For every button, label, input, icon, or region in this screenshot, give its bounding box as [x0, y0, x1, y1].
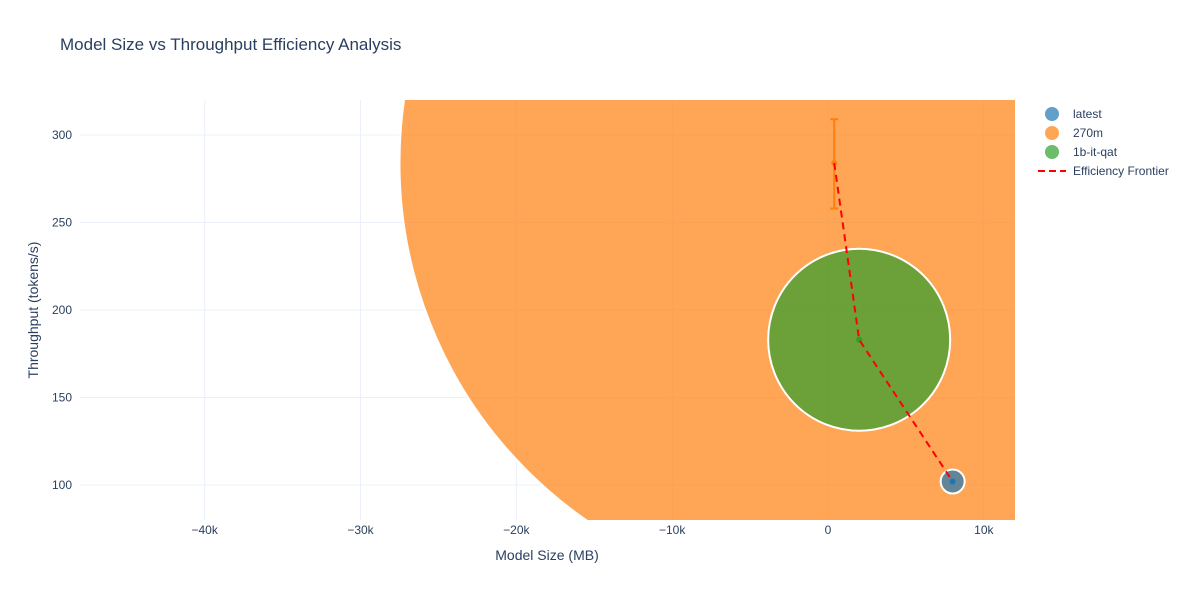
- legend-label: Efficiency Frontier: [1073, 164, 1169, 178]
- legend-marker: [1045, 126, 1059, 140]
- y-axis-title: Throughput (tokens/s): [25, 242, 41, 379]
- y-tick-label: 300: [52, 128, 72, 142]
- legend-item-latest[interactable]: latest: [1045, 107, 1102, 121]
- x-tick-label: 10k: [974, 523, 994, 537]
- x-tick-label: −10k: [659, 523, 686, 537]
- legend-marker: [1045, 145, 1059, 159]
- legend-item-270m[interactable]: 270m: [1045, 126, 1103, 140]
- y-tick-label: 200: [52, 303, 72, 317]
- y-tick-label: 150: [52, 391, 72, 405]
- x-tick-label: −30k: [347, 523, 374, 537]
- y-tick-label: 250: [52, 216, 72, 230]
- plot-area: [398, 100, 1015, 520]
- legend-marker: [1045, 107, 1059, 121]
- x-tick-label: −40k: [191, 523, 218, 537]
- frontier-line: [833, 162, 954, 483]
- chart-title: Model Size vs Throughput Efficiency Anal…: [60, 35, 401, 54]
- x-tick-label: −20k: [503, 523, 530, 537]
- legend-label: latest: [1073, 107, 1102, 121]
- y-tick-label: 100: [52, 478, 72, 492]
- legend-item-efficiency-frontier[interactable]: Efficiency Frontier: [1038, 164, 1169, 178]
- x-axis-title: Model Size (MB): [495, 547, 598, 563]
- legend-label: 270m: [1073, 126, 1103, 140]
- legend-label: 1b-it-qat: [1073, 145, 1118, 159]
- legend[interactable]: latest 270m 1b-it-qat Efficiency Frontier: [1038, 107, 1169, 178]
- axis-ticks: −40k −30k −20k −10k 0 10k 100 150 200 250 300: [52, 128, 995, 537]
- x-tick-label: 0: [825, 523, 832, 537]
- legend-item-1b-it-qat[interactable]: 1b-it-qat: [1045, 145, 1118, 159]
